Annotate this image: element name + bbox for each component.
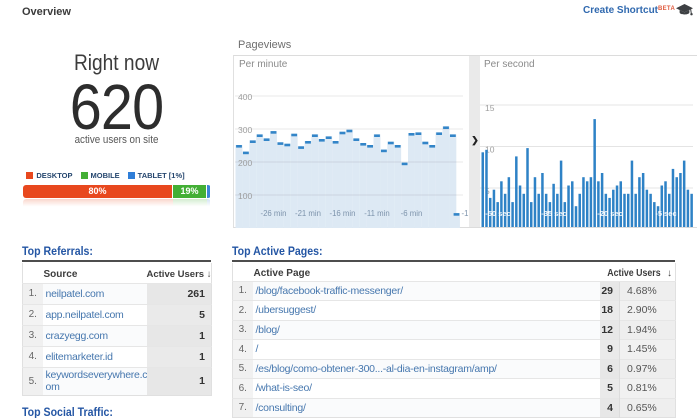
svg-text:Per minute: Per minute (239, 59, 288, 70)
svg-text:-16 min: -16 min (330, 209, 356, 218)
svg-text:200: 200 (238, 158, 252, 168)
svg-text:300: 300 (238, 125, 252, 135)
svg-text:400: 400 (238, 92, 252, 102)
svg-text:-5 sec: -5 sec (655, 209, 676, 218)
svg-text:-35 sec: -35 sec (541, 209, 566, 218)
svg-text:15: 15 (485, 103, 495, 113)
svg-text:-26 min: -26 min (261, 209, 287, 218)
svg-text:100: 100 (238, 191, 252, 201)
svg-text:Per second: Per second (484, 59, 535, 70)
svg-text:10: 10 (485, 145, 495, 155)
svg-text:-50 sec: -50 sec (485, 209, 510, 218)
svg-text:-6 min: -6 min (401, 209, 423, 218)
svg-text:-11 min: -11 min (364, 209, 389, 218)
svg-text:-21 min: -21 min (295, 209, 321, 218)
svg-text:-1 min: -1 min (462, 209, 470, 218)
svg-text:-20 sec: -20 sec (597, 209, 622, 218)
